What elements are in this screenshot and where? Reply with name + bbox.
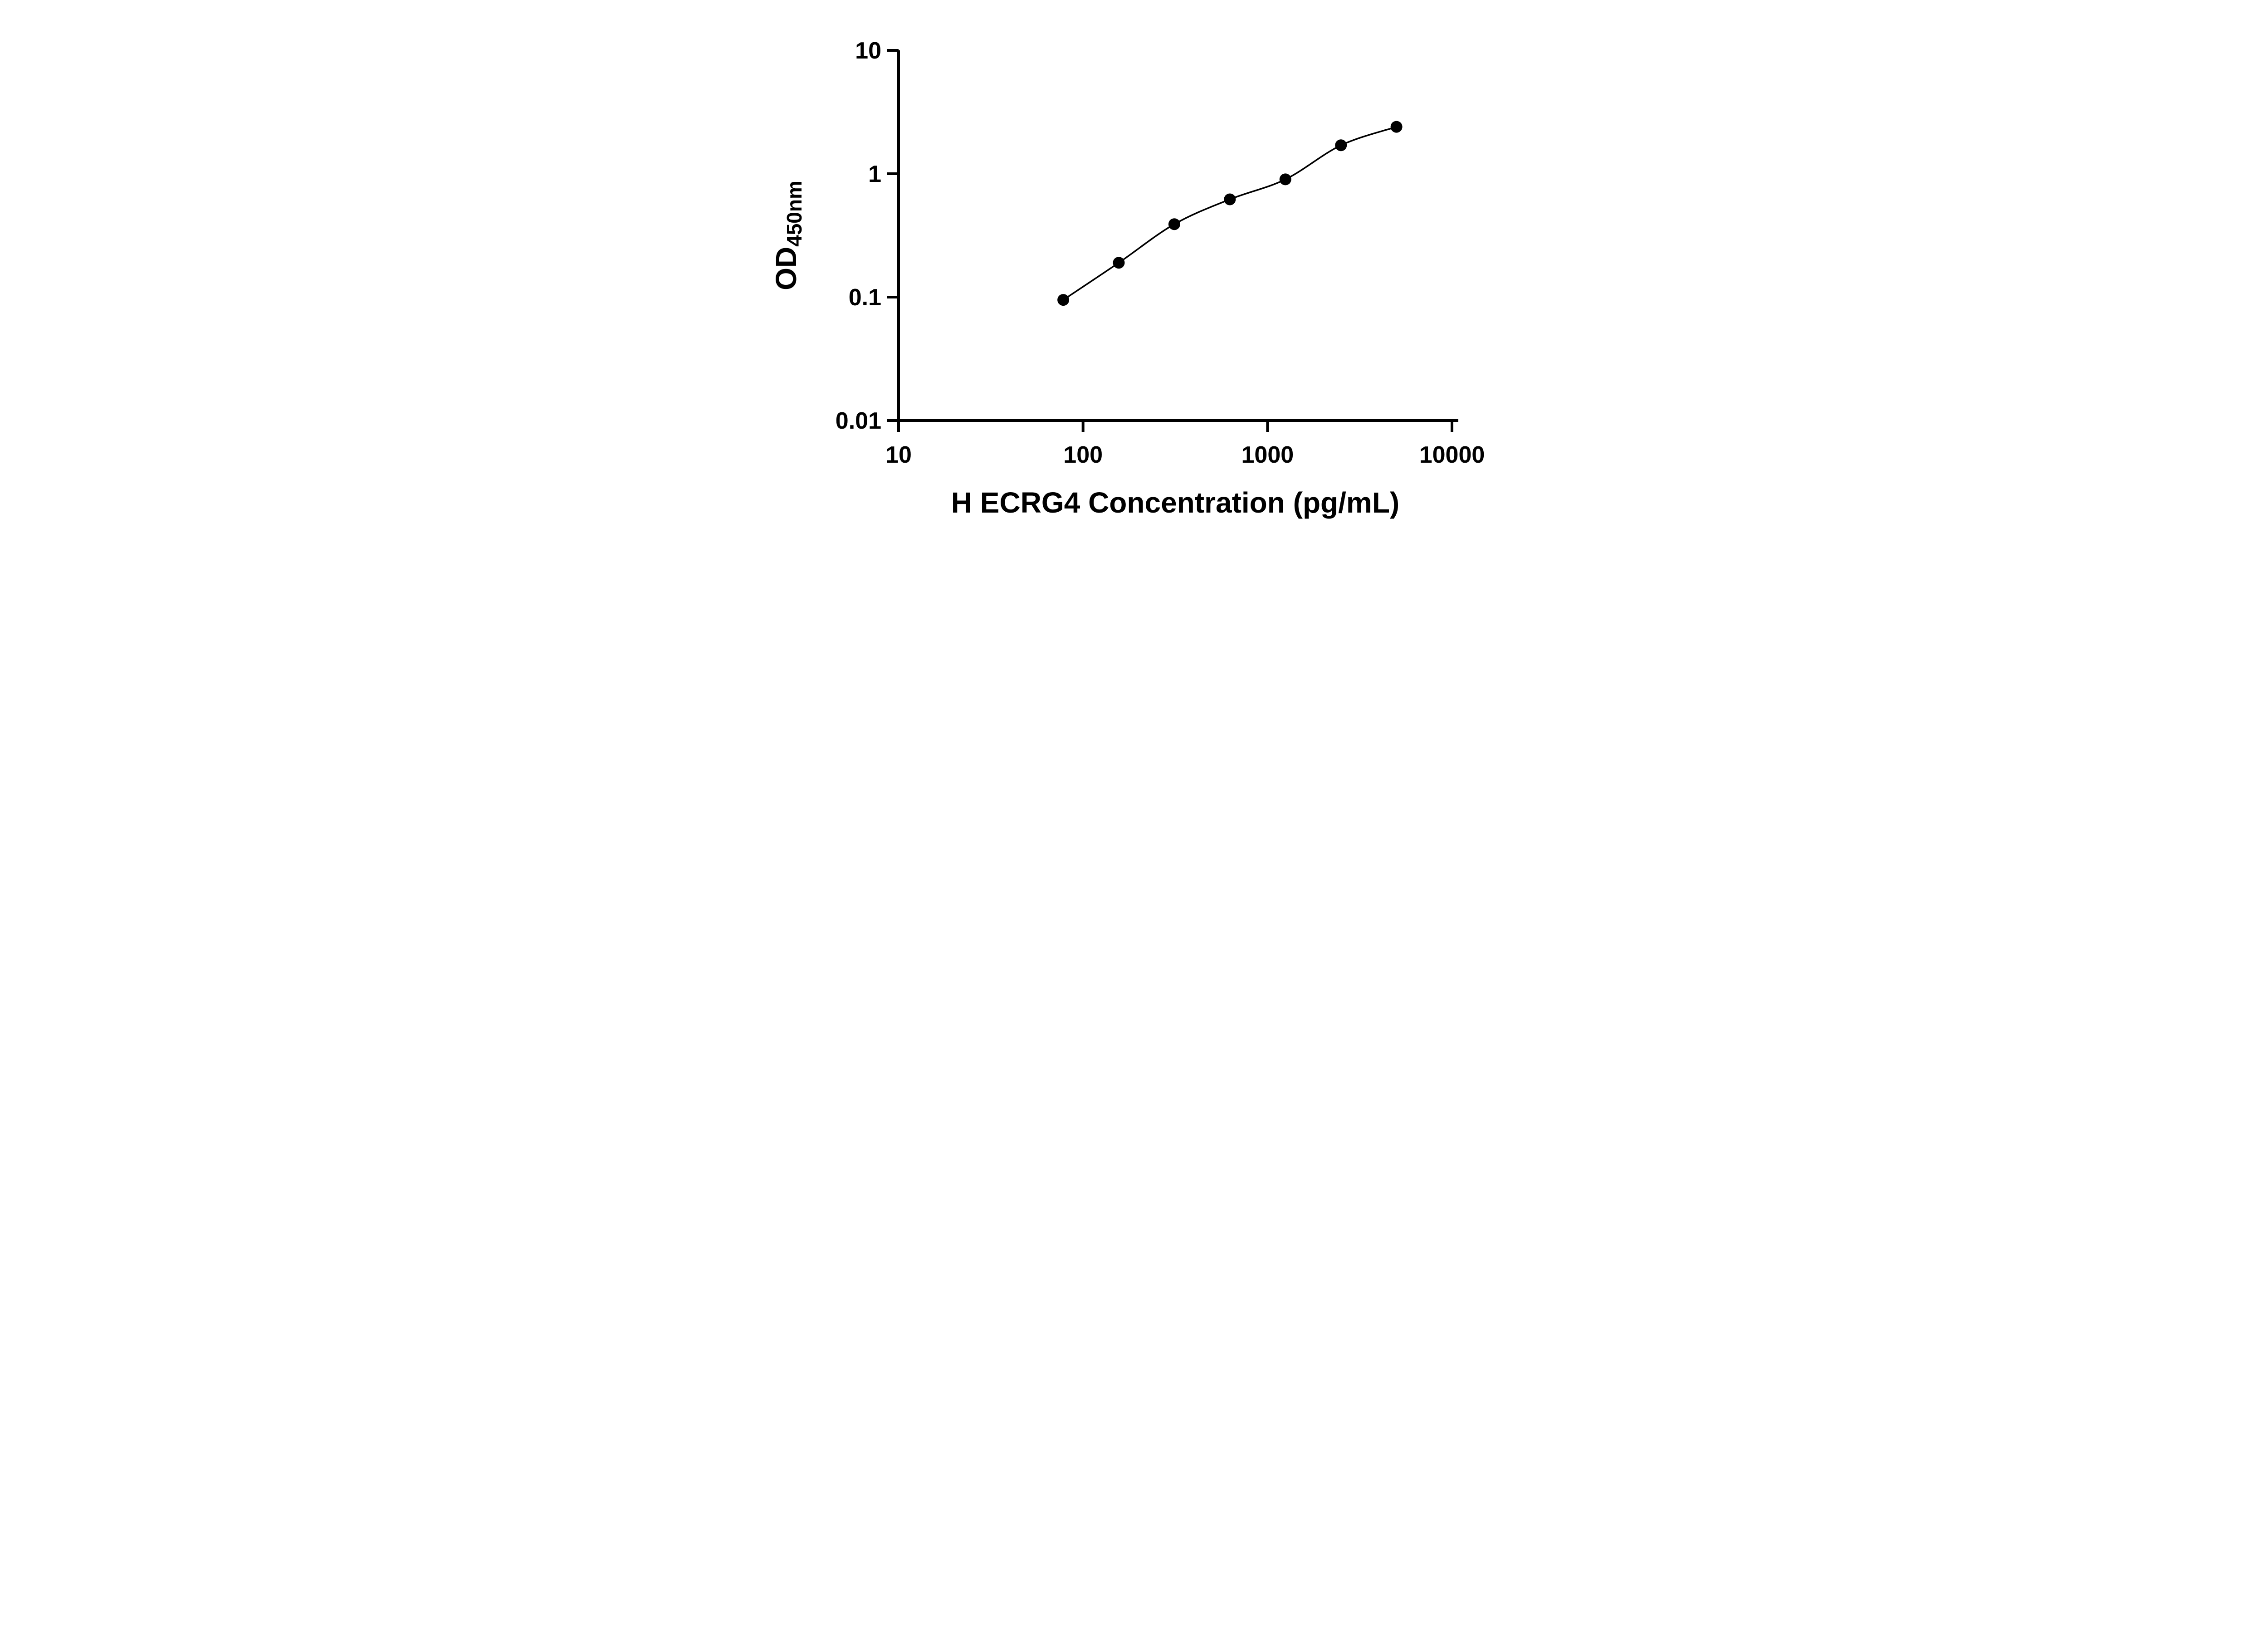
x-axis-title: H ECRG4 Concentration (pg/mL): [951, 486, 1399, 519]
fit-curve: [1063, 126, 1397, 301]
y-axis-title-main: OD: [770, 247, 802, 290]
chart-page: 10 1 0.1 0.01 10 100 1000 10000 H ECRG4 Concent…: [745, 0, 1523, 544]
y-tick-label: 10: [855, 38, 881, 64]
data-point: [1168, 218, 1180, 230]
x-tick-label: 10000: [1419, 442, 1485, 468]
x-tick-label: 10: [885, 442, 912, 468]
y-tick-label: 0.01: [836, 408, 881, 434]
y-tick-label: 0.1: [849, 284, 881, 311]
data-point: [1224, 193, 1236, 205]
y-axis-title-subscript: 450nm: [782, 181, 806, 247]
data-point: [1113, 257, 1125, 269]
x-tick-label: 1000: [1241, 442, 1294, 468]
data-series: [1057, 121, 1403, 306]
data-point: [1390, 121, 1403, 133]
axis-ticks: [887, 49, 1453, 432]
data-point: [1279, 173, 1291, 186]
axes: [897, 50, 1458, 422]
x-tick-label: 100: [1063, 442, 1103, 468]
y-tick-label: 1: [868, 161, 881, 187]
y-axis-title: OD450nm: [770, 181, 806, 290]
data-point: [1057, 294, 1070, 306]
data-point: [1335, 139, 1347, 152]
